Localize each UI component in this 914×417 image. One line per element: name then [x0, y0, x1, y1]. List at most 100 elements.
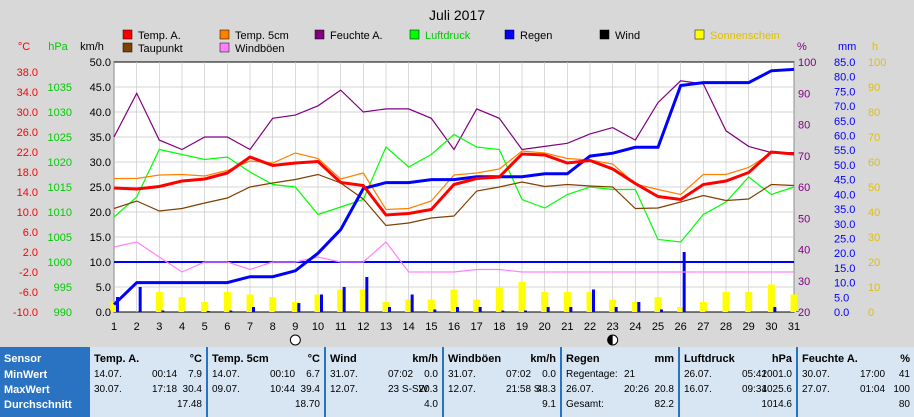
- stats-row: 9.1: [448, 397, 556, 413]
- wind-bar: [750, 311, 754, 312]
- axis-label-mm: mm: [838, 41, 856, 53]
- tick-mm: 20.0: [834, 248, 855, 260]
- sunshine-bar: [314, 294, 322, 312]
- tick-mm: 85.0: [834, 57, 855, 69]
- tick-h: 10: [868, 282, 880, 294]
- stats-time: 09:34: [742, 384, 768, 395]
- stats-header: Feuchte A.%: [802, 351, 910, 367]
- tick-mm: 50.0: [834, 160, 855, 172]
- wind-bar: [546, 307, 550, 312]
- stats-time: 17:00: [860, 369, 886, 380]
- tick-temp: 6.0: [23, 227, 38, 239]
- stats-value: 48.3: [536, 384, 556, 395]
- stats-title: Luftdruck: [684, 353, 735, 365]
- stats-time: 10:44: [270, 384, 296, 395]
- stats-column: Feuchte A.% 30.07. 17:00 41 27.07. 01:04 100 80: [798, 347, 914, 417]
- stats-date: 09.07.: [212, 384, 240, 395]
- wind-bar: [637, 302, 641, 312]
- legend-swatch: [219, 42, 230, 53]
- stats-time: 21:58 S: [506, 384, 541, 395]
- x-tick-label: 7: [247, 321, 253, 333]
- stats-row-label: Durchschnitt: [4, 397, 84, 413]
- stats-unit: mm: [654, 353, 674, 365]
- stats-column: Regen mm Regentage: 21 26.07. 20:26 20.8 Gesamt…: [562, 347, 678, 417]
- tick-pct: 40: [798, 245, 810, 257]
- tick-hpa: 1015: [48, 182, 72, 194]
- wind-bar: [388, 307, 391, 312]
- tick-h: 0: [868, 307, 874, 319]
- chart-title: Juli 2017: [429, 7, 485, 23]
- wind-bar: [252, 307, 255, 312]
- tick-pct: 60: [798, 182, 810, 194]
- series-line-temp-a-: [113, 150, 795, 217]
- sunshine-bar: [586, 292, 594, 312]
- tick-mm: 35.0: [834, 204, 855, 216]
- sunshine-bar: [178, 297, 186, 312]
- tick-kmh: 50.0: [90, 57, 111, 69]
- tick-temp: 14.0: [17, 187, 38, 199]
- tick-kmh: 15.0: [90, 232, 111, 244]
- stats-date: Regentage:: [566, 369, 618, 380]
- row-label: Durchschnitt: [4, 399, 72, 411]
- sunshine-bar: [699, 302, 707, 312]
- stats-title: Wind: [330, 353, 357, 365]
- series-line-regen: [112, 67, 795, 306]
- wind-bar: [206, 311, 210, 312]
- x-tick-label: 28: [720, 321, 732, 333]
- sunshine-bar: [359, 289, 367, 312]
- stats-value: 1001.0: [761, 369, 792, 380]
- legend-swatch: [122, 42, 133, 53]
- axis-label-kmh: km/h: [80, 41, 104, 53]
- sunshine-bar: [201, 302, 209, 312]
- sunshine-bar: [767, 284, 775, 312]
- stats-time: 01:04: [860, 384, 886, 395]
- stats-row-label: MinWert: [4, 367, 84, 383]
- sunshine-bar: [495, 287, 503, 312]
- legend-swatch: [694, 29, 705, 40]
- sunshine-bar: [246, 294, 254, 312]
- sunshine-bar: [722, 292, 730, 312]
- sunshine-bar: [291, 302, 299, 312]
- chart: Juli 2017 Temp. A. Temp. 5cm Feuchte A. Luf…: [13, 7, 886, 346]
- stats-column: Luftdruck hPa 26.07. 05:42 1001.0 16.07. 09:34…: [680, 347, 796, 417]
- legend-swatch: [122, 29, 133, 40]
- sunshine-bar: [790, 294, 798, 312]
- stats-value: 1014.6: [761, 399, 792, 410]
- series-line-windb-en: [113, 241, 794, 273]
- stats-value: 80: [898, 399, 910, 410]
- stats-time: 23 S-SW: [388, 384, 429, 395]
- tick-mm: 60.0: [834, 131, 855, 143]
- x-tick-label: 3: [156, 321, 162, 333]
- stats-date: 26.07.: [684, 369, 712, 380]
- stats-row: 31.07. 07:02 0.0: [448, 367, 556, 383]
- tick-mm: 40.0: [834, 189, 855, 201]
- tick-h: 30: [868, 232, 880, 244]
- legend: Temp. A. Temp. 5cm Feuchte A. Luftdruck Rege…: [122, 29, 780, 55]
- series-line-luftdruck: [113, 133, 795, 243]
- stats-row: 14.07. 00:14 7.9: [94, 367, 202, 383]
- x-tick-label: 10: [312, 321, 324, 333]
- tick-temp: -6.0: [19, 287, 38, 299]
- stats-row: 4.0: [330, 397, 438, 413]
- tick-hpa: 1025: [48, 132, 72, 144]
- stats-unit: °C: [189, 353, 202, 365]
- stats-row: 18.70: [212, 397, 320, 413]
- tick-kmh: 0.0: [96, 307, 111, 319]
- tick-temp: 2.0: [23, 247, 38, 259]
- tick-pct: 70: [798, 151, 810, 163]
- wind-bar: [365, 277, 369, 312]
- axis-label-temp: °C: [18, 41, 30, 53]
- x-tick-label: 6: [224, 321, 230, 333]
- stats-value: 0.0: [424, 369, 438, 380]
- axis-label-hpa: hPa: [48, 41, 68, 53]
- x-tick-label: 25: [652, 321, 664, 333]
- x-tick-label: 11: [335, 321, 346, 333]
- tick-h: 20: [868, 257, 880, 269]
- wind-bar: [660, 309, 663, 312]
- tick-h: 40: [868, 207, 880, 219]
- stats-date: 16.07.: [684, 384, 712, 395]
- wind-bar: [342, 287, 346, 312]
- stats-row: 80: [802, 397, 910, 413]
- legend-label: Windböen: [235, 43, 285, 55]
- x-tick-label: 31: [788, 321, 800, 333]
